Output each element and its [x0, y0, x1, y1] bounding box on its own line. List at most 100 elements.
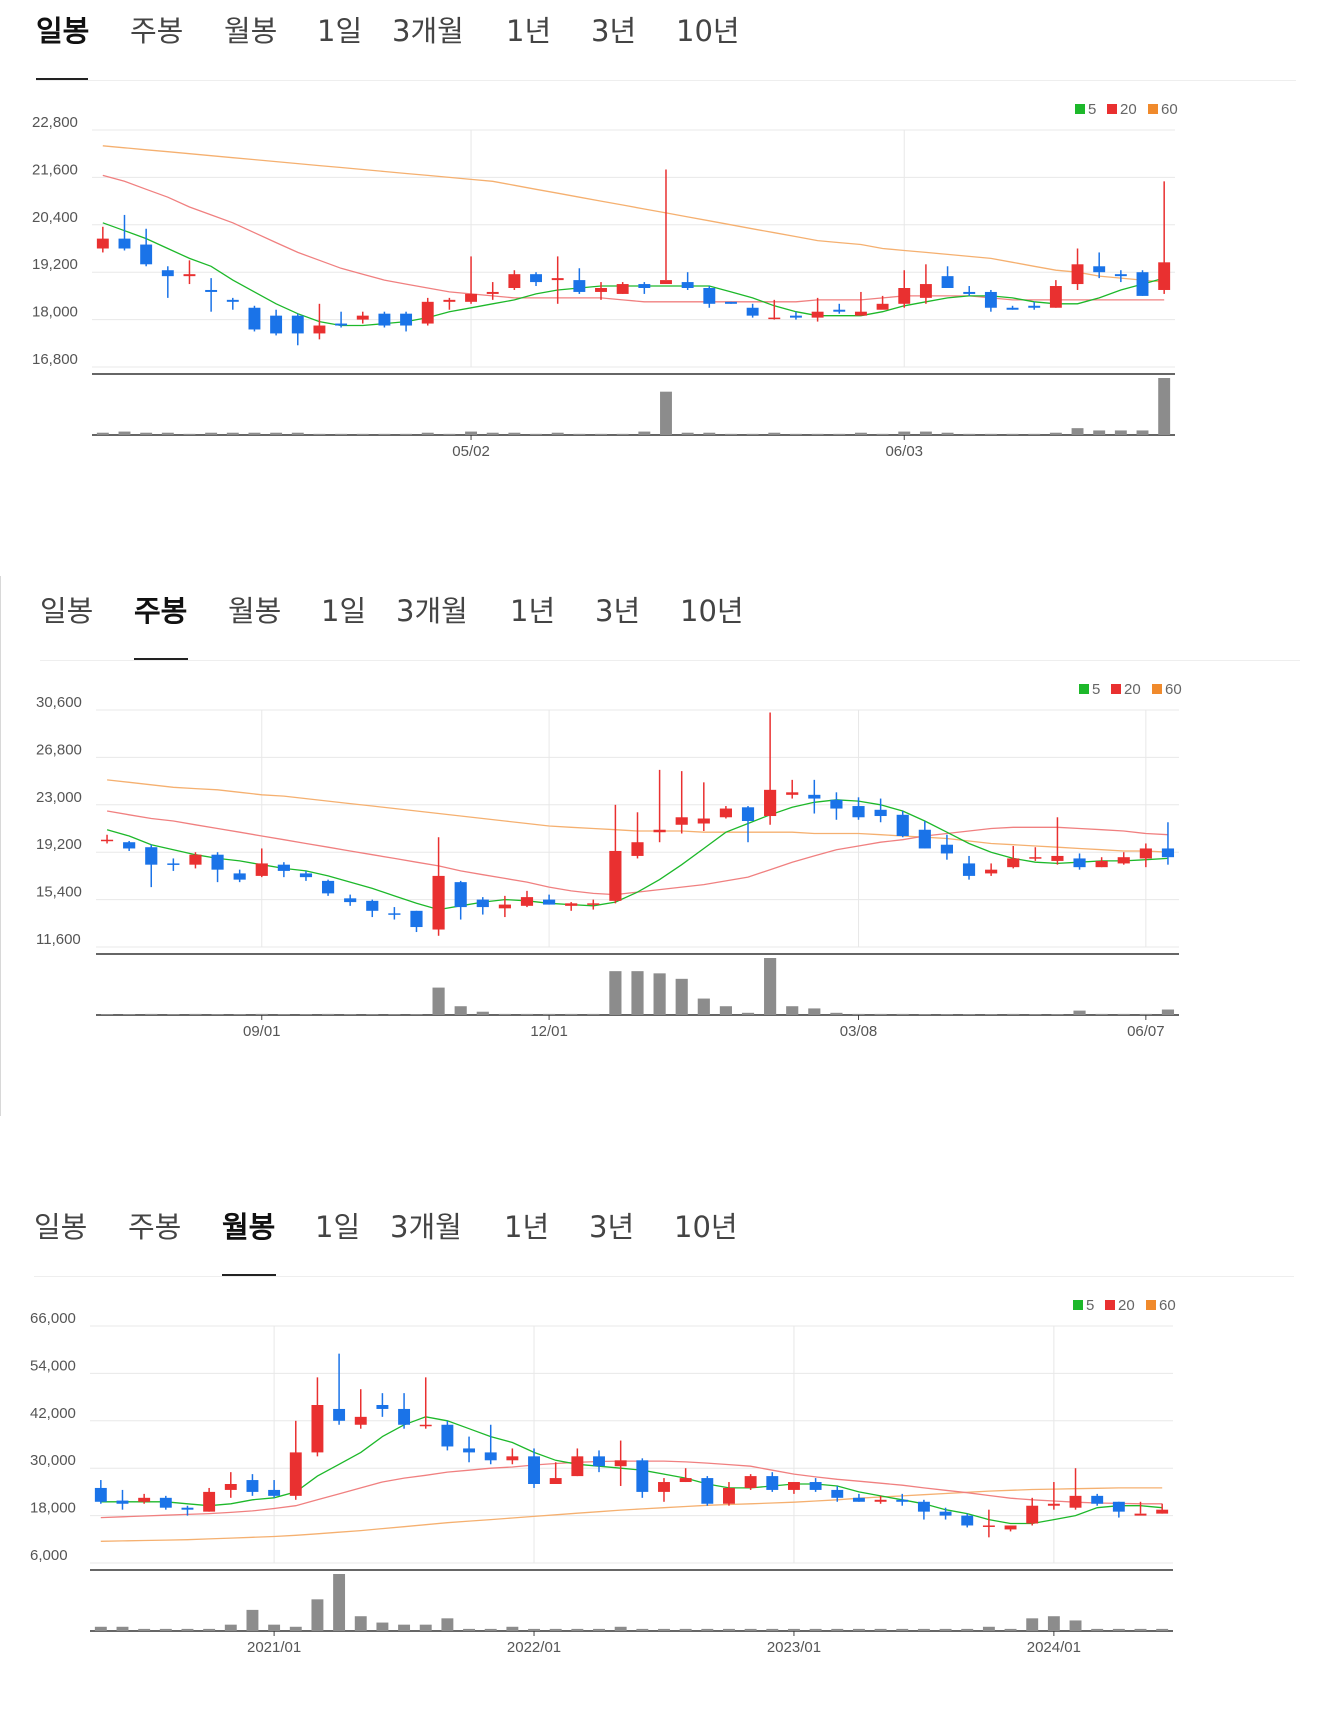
volume-bar	[311, 1599, 324, 1631]
volume-bar	[744, 1628, 757, 1631]
candle-body	[719, 808, 732, 818]
candle-body	[811, 311, 824, 318]
volume-bar	[398, 1624, 411, 1631]
tab-1day[interactable]: 1일	[317, 14, 363, 48]
tab-10years[interactable]: 10년	[676, 14, 740, 48]
candle-body	[311, 1405, 324, 1453]
tab-1year[interactable]: 1년	[506, 14, 552, 48]
volume-bar	[299, 1014, 313, 1015]
x-tick-label: 05/02	[452, 443, 490, 460]
tab-weekly[interactable]: 주봉	[134, 594, 188, 628]
volume-bar	[123, 1014, 136, 1015]
volume-bar	[595, 433, 607, 435]
tab-3years[interactable]: 3년	[589, 1210, 635, 1244]
volume-bar	[939, 1628, 952, 1631]
volume-bar	[378, 433, 391, 435]
volume-bar	[963, 433, 976, 435]
candle-body	[454, 882, 467, 908]
candle-body	[205, 289, 218, 292]
period-tabs: 일봉 주봉 월봉 1일 3개월 1년 3년 10년	[34, 580, 1294, 660]
tab-1day[interactable]: 1일	[315, 1210, 361, 1244]
candlestick-chart: 5 20 60 30,600 26,800 23,000 19,200 15,400 11,60…	[36, 681, 1182, 1040]
candle-body	[159, 1497, 172, 1508]
tab-1year[interactable]: 1년	[510, 594, 556, 628]
legend-swatch-5	[1073, 1300, 1083, 1310]
candle-body	[962, 863, 976, 876]
x-tick-label: 2021/01	[247, 1639, 301, 1656]
tab-daily[interactable]: 일봉	[36, 14, 90, 48]
volume-bar	[140, 432, 153, 435]
volume-bar	[432, 987, 445, 1015]
volume-bar	[189, 1013, 202, 1015]
volume-bar	[808, 1008, 821, 1015]
tab-3years[interactable]: 3년	[591, 14, 637, 48]
tab-1day[interactable]: 1일	[321, 594, 367, 628]
candle-body	[376, 1405, 389, 1409]
candle-body	[939, 1511, 952, 1516]
volume-bar	[725, 433, 737, 435]
volume-bar	[211, 1014, 224, 1015]
volume-bar	[898, 431, 911, 435]
tab-monthly[interactable]: 월봉	[228, 594, 282, 628]
candle-body	[1134, 1513, 1147, 1516]
tab-1year[interactable]: 1년	[504, 1210, 550, 1244]
panel-border	[0, 576, 1, 1116]
candle-body	[498, 904, 511, 909]
y-tick-label: 15,400	[36, 884, 82, 901]
tab-10years[interactable]: 10년	[680, 594, 744, 628]
volume-bar	[388, 1014, 401, 1015]
volume-bar	[549, 1628, 562, 1631]
candle-body	[941, 276, 954, 288]
candle-body	[270, 315, 283, 334]
candle-body	[551, 278, 564, 281]
volume-bar	[941, 432, 954, 435]
volume-bar	[344, 1014, 357, 1015]
candle-body	[432, 875, 445, 930]
volume-bar	[551, 432, 564, 435]
tab-weekly[interactable]: 주봉	[130, 14, 184, 48]
y-tick-label: 42,000	[30, 1405, 76, 1422]
volume-bar	[277, 1014, 290, 1015]
y-tick-label: 6,000	[30, 1547, 68, 1564]
candle-body	[211, 854, 224, 870]
legend-label-60: 60	[1161, 101, 1178, 118]
tab-3months[interactable]: 3개월	[390, 1210, 462, 1244]
tab-3months[interactable]: 3개월	[392, 14, 464, 48]
candle-body	[189, 854, 202, 865]
tab-monthly[interactable]: 월봉	[224, 14, 278, 48]
candle-body	[1117, 857, 1130, 864]
candle-body	[830, 799, 843, 809]
tab-3years[interactable]: 3년	[595, 594, 641, 628]
candle-body	[138, 1497, 151, 1502]
volume-bar	[463, 1628, 476, 1631]
volume-bar	[100, 1014, 114, 1015]
candle-body	[255, 863, 268, 876]
volume-bar	[441, 1618, 454, 1631]
tab-10years[interactable]: 10년	[674, 1210, 738, 1244]
candle-body	[268, 1489, 281, 1496]
candle-body	[985, 869, 998, 874]
candle-body	[831, 1489, 844, 1498]
tab-monthly[interactable]: 월봉	[222, 1210, 276, 1244]
volume-bar	[528, 1628, 540, 1631]
candle-body	[609, 850, 622, 901]
volume-bar	[291, 432, 304, 435]
volume-bar	[248, 432, 261, 435]
volume-bar	[255, 1013, 268, 1015]
volume-bar	[543, 1013, 556, 1015]
volume-bar	[852, 1013, 865, 1015]
candle-body	[854, 311, 867, 316]
candle-body	[248, 307, 261, 330]
volume-bar	[833, 433, 846, 435]
volume-bar	[565, 1013, 578, 1015]
tab-daily[interactable]: 일봉	[34, 1210, 88, 1244]
y-tick-label: 54,000	[30, 1357, 76, 1374]
volume-bar	[681, 432, 694, 435]
tab-divider	[36, 80, 1296, 81]
tab-daily[interactable]: 일봉	[40, 594, 94, 628]
x-tick-label: 2024/01	[1027, 1639, 1081, 1656]
candle-body	[808, 794, 821, 799]
tab-weekly[interactable]: 주봉	[128, 1210, 182, 1244]
candle-body	[388, 913, 401, 915]
tab-3months[interactable]: 3개월	[396, 594, 468, 628]
